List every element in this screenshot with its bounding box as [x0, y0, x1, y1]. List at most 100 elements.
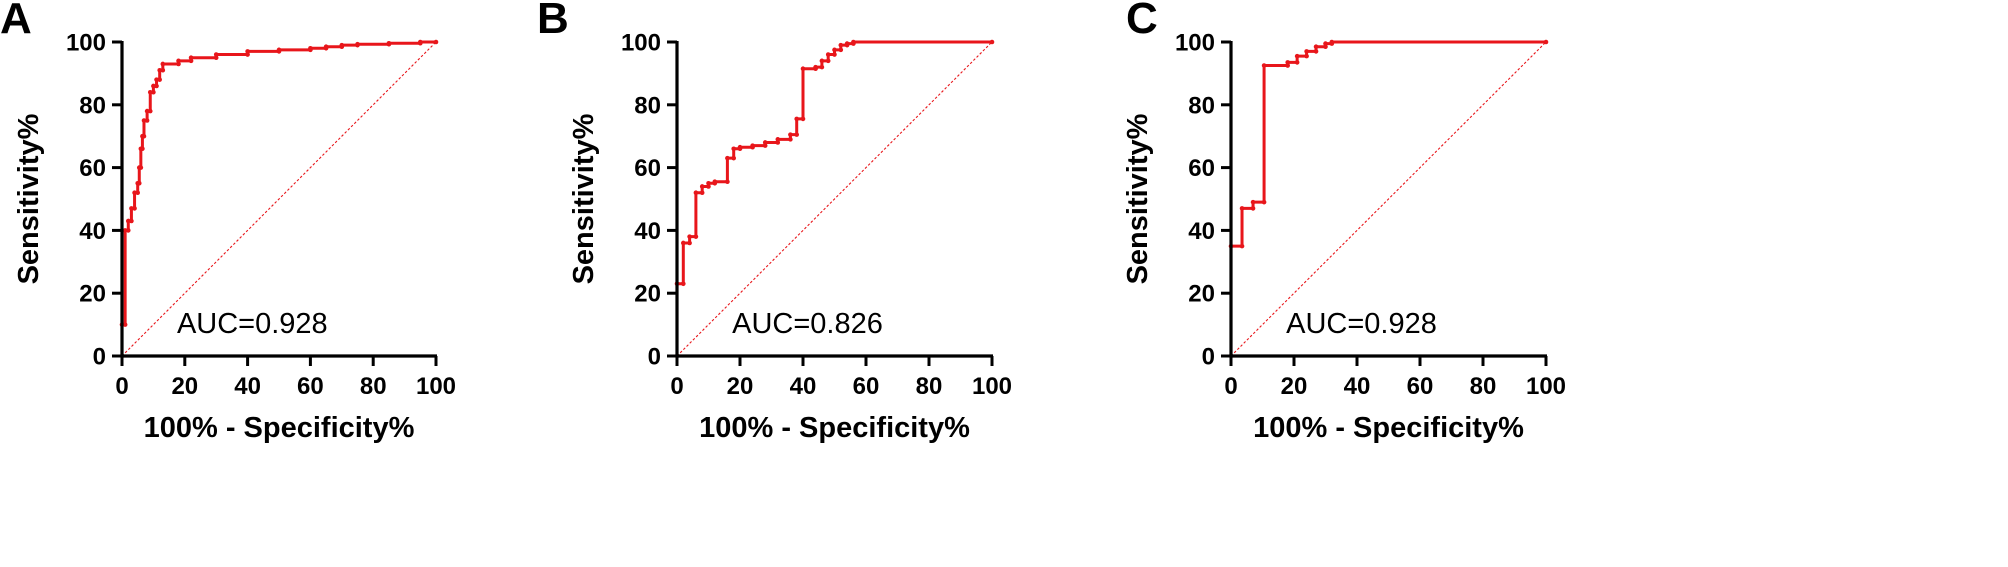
roc-point	[1304, 53, 1309, 59]
auc-annotation: AUC=0.928	[1286, 308, 1437, 340]
x-axis-title: 100% - Specificity%	[144, 412, 415, 444]
roc-point	[1250, 199, 1256, 205]
roc-point	[141, 133, 147, 139]
y-tick-label: 60	[79, 155, 106, 182]
roc-point	[699, 190, 705, 196]
roc-point	[725, 179, 730, 185]
roc-point	[788, 132, 793, 137]
y-axis-title: Sensitivity%	[568, 113, 600, 284]
roc-point	[1313, 44, 1319, 50]
roc-point	[832, 52, 837, 57]
roc-point	[176, 58, 181, 64]
roc-point	[800, 116, 806, 122]
roc-point	[276, 47, 282, 53]
x-tick-label: 60	[853, 373, 880, 400]
x-tick-label: 40	[1344, 373, 1371, 400]
roc-point	[160, 67, 166, 73]
x-tick-label: 0	[115, 373, 128, 400]
roc-point	[989, 39, 995, 45]
roc-point	[151, 89, 156, 95]
roc-point	[138, 165, 144, 170]
y-tick-label: 20	[1188, 281, 1215, 308]
y-axis-title: Sensitivity%	[1122, 113, 1154, 284]
x-tick-label: 60	[1407, 373, 1434, 400]
y-tick-label: 40	[634, 218, 661, 245]
y-tick-label: 100	[66, 30, 106, 57]
y-tick-label: 80	[634, 92, 661, 119]
roc-point	[1543, 39, 1549, 45]
x-tick-label: 20	[171, 373, 198, 400]
y-tick-label: 80	[1188, 92, 1215, 119]
roc-point	[762, 140, 768, 145]
roc-point	[157, 77, 162, 82]
roc-point	[386, 40, 392, 46]
y-tick-label: 100	[1175, 30, 1215, 57]
roc-point	[825, 52, 831, 57]
auc-annotation: AUC=0.826	[732, 308, 883, 340]
roc-point	[188, 55, 194, 60]
x-tick-label: 80	[1470, 373, 1497, 400]
roc-point	[1261, 199, 1267, 205]
roc-point	[731, 146, 736, 152]
roc-point	[213, 52, 219, 57]
roc-point	[1313, 49, 1319, 54]
roc-point	[800, 66, 806, 71]
reference-diagonal	[676, 41, 993, 357]
roc-point	[1239, 243, 1245, 249]
roc-point	[687, 234, 692, 239]
y-tick-label: 80	[79, 92, 106, 119]
roc-point	[418, 39, 423, 45]
y-tick-label: 40	[1188, 218, 1215, 245]
roc-point	[323, 44, 329, 50]
x-axis-title: 100% - Specificity%	[1253, 412, 1524, 444]
y-axis-title: Sensitivity%	[13, 113, 45, 284]
roc-point	[160, 61, 166, 67]
roc-point	[693, 234, 699, 239]
roc-point	[737, 144, 743, 150]
panel-letter: A	[0, 0, 32, 43]
roc-point	[794, 132, 799, 137]
x-tick-label: 60	[297, 373, 324, 400]
roc-point	[813, 64, 818, 70]
panel-letter: C	[1126, 0, 1158, 43]
reference-diagonal	[1230, 41, 1547, 357]
x-tick-label: 0	[1224, 373, 1237, 400]
x-tick-label: 40	[790, 373, 817, 400]
roc-point	[712, 179, 718, 185]
y-tick-label: 0	[1202, 344, 1215, 371]
roc-point	[129, 218, 134, 224]
roc-point	[725, 155, 730, 161]
roc-point	[851, 39, 856, 45]
roc-point	[1323, 41, 1328, 46]
y-tick-label: 60	[1188, 155, 1215, 182]
roc-point	[144, 118, 150, 123]
roc-point	[681, 240, 686, 246]
panel-letter: B	[537, 0, 569, 43]
roc-point	[775, 137, 781, 142]
roc-point	[844, 41, 850, 46]
roc-point	[1329, 39, 1335, 45]
x-tick-label: 40	[234, 373, 261, 400]
x-tick-label: 20	[1281, 373, 1308, 400]
roc-point	[308, 45, 313, 51]
roc-point	[1250, 206, 1256, 211]
x-tick-label: 20	[727, 373, 754, 400]
auc-annotation: AUC=0.928	[177, 308, 328, 340]
x-tick-label: 0	[670, 373, 683, 400]
roc-point	[339, 42, 345, 48]
x-tick-label: 80	[916, 373, 943, 400]
roc-point	[122, 322, 128, 327]
reference-diagonal	[121, 41, 437, 357]
roc-point	[1239, 206, 1245, 211]
y-tick-label: 20	[79, 281, 106, 308]
roc-point	[1304, 49, 1309, 54]
roc-point	[750, 143, 755, 148]
x-tick-label: 100	[972, 373, 1012, 400]
y-tick-label: 20	[634, 281, 661, 308]
roc-point	[433, 39, 439, 45]
roc-point	[132, 206, 137, 211]
roc-point	[1294, 53, 1300, 59]
